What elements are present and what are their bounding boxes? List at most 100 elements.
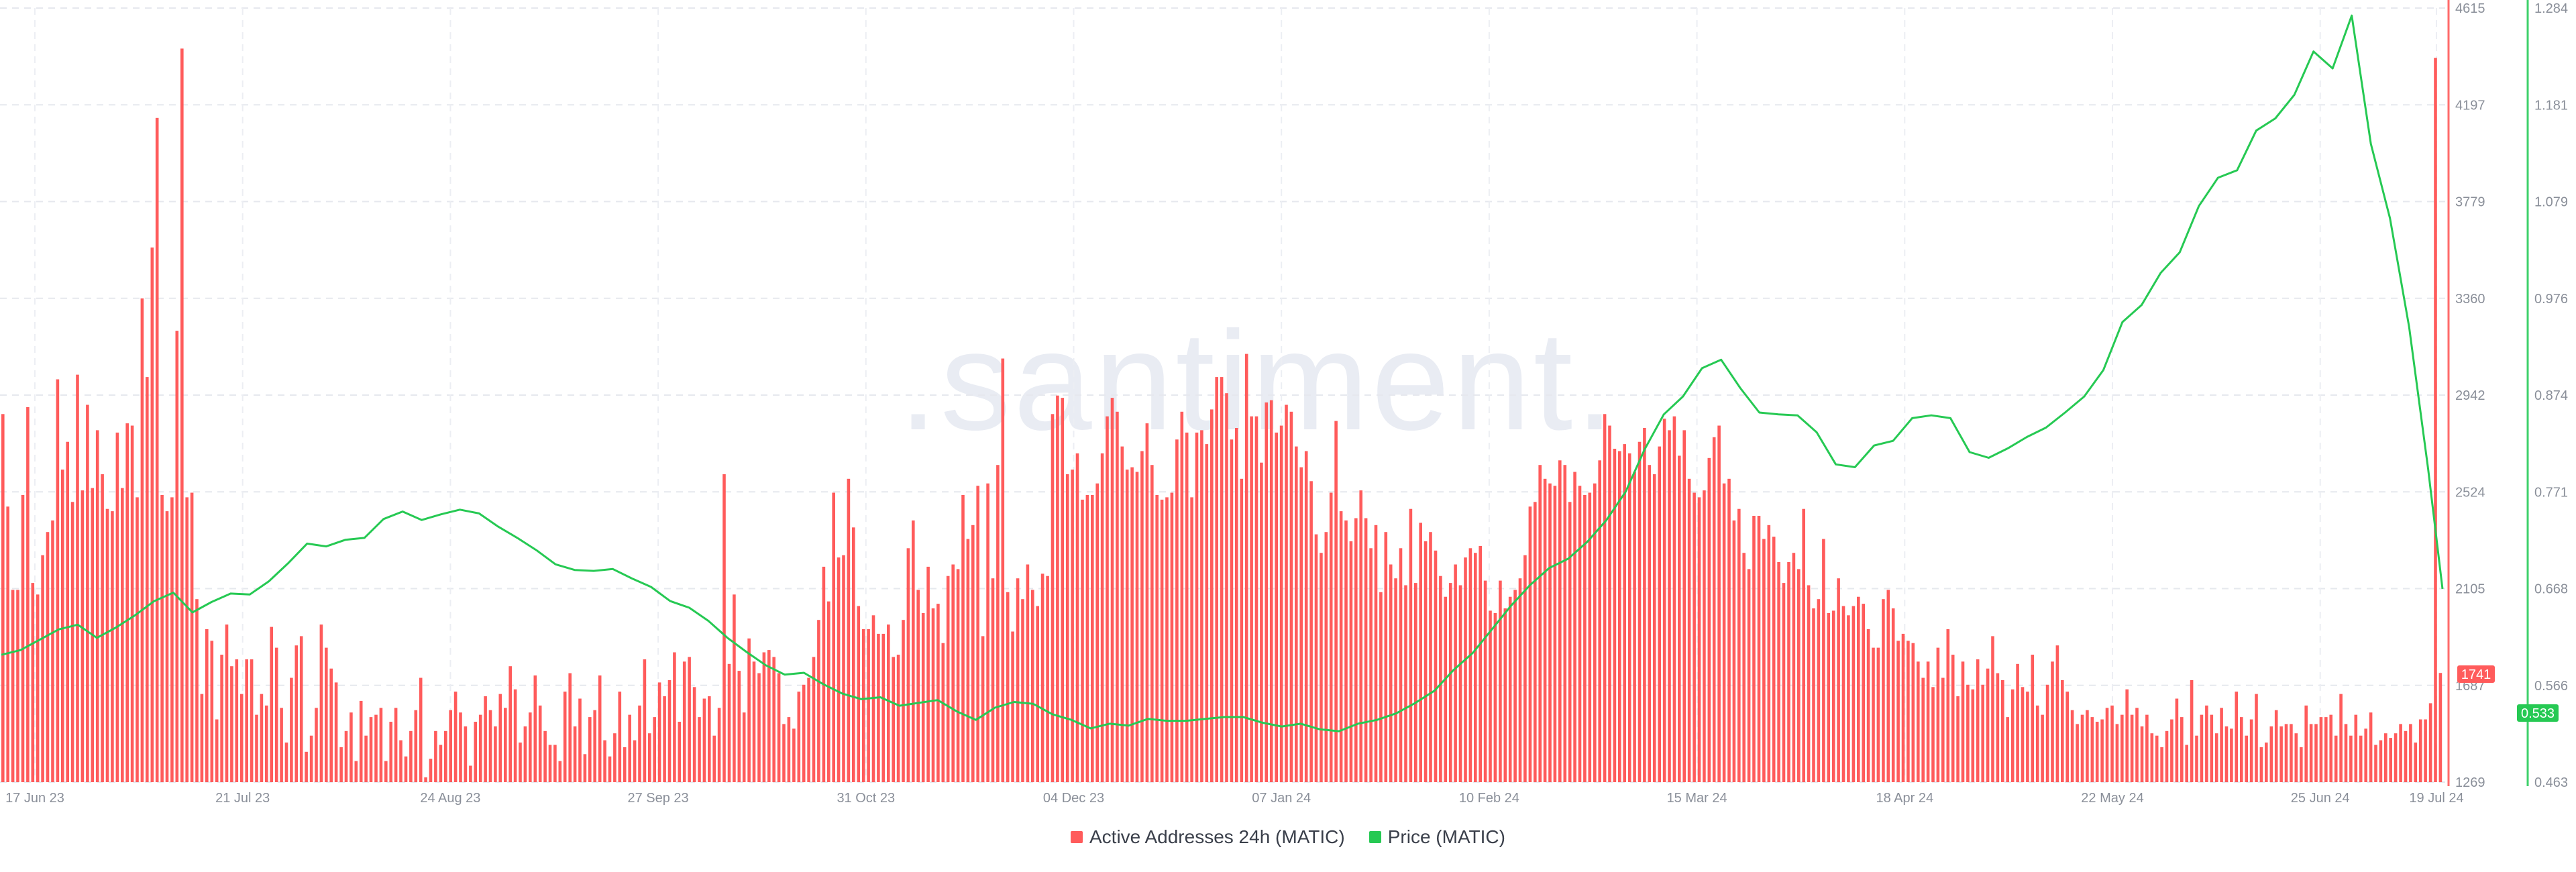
bar	[195, 599, 199, 782]
bar	[861, 629, 865, 782]
x-tick: 15 Mar 24	[1667, 791, 1727, 806]
bar	[1065, 474, 1069, 782]
bar	[235, 659, 239, 782]
bar	[215, 719, 219, 782]
bar	[160, 495, 164, 782]
bar	[543, 730, 547, 782]
bar	[2160, 747, 2163, 782]
bar	[1568, 502, 1572, 782]
bar	[1633, 472, 1636, 782]
bar	[2214, 733, 2218, 782]
bar	[51, 520, 54, 782]
x-tick: 25 Jun 24	[2291, 791, 2350, 806]
bar	[996, 465, 1000, 782]
axes: 4615 1.284 4197 1.181 3779 1.079 3360 0.976 2942…	[5, 0, 2568, 806]
legend-item-price[interactable]: Price (MATIC)	[1368, 826, 1505, 848]
bar	[807, 677, 810, 782]
bar	[673, 652, 676, 782]
bar	[1254, 416, 1258, 782]
bar	[41, 555, 44, 782]
bar	[2070, 710, 2074, 782]
bar	[981, 636, 985, 782]
bar	[1921, 677, 1925, 782]
bar	[1747, 569, 1751, 782]
bar	[2010, 689, 2015, 782]
bar	[1414, 583, 1417, 782]
bar	[1071, 470, 1074, 782]
bar	[2100, 719, 2104, 782]
y-left-tick: 3360	[2455, 292, 2485, 307]
bar	[130, 425, 134, 782]
bar	[2095, 722, 2099, 782]
addresses-badge	[2457, 665, 2495, 683]
bar	[1275, 432, 1278, 782]
legend: Active Addresses 24h (MATIC) Price (MATI…	[0, 826, 2576, 848]
bar	[488, 710, 492, 782]
bar	[1046, 576, 1049, 782]
bar	[1732, 520, 1736, 782]
bar	[1528, 506, 1532, 782]
bar	[374, 714, 378, 782]
bar	[354, 761, 358, 782]
bar	[1409, 508, 1413, 782]
bar	[2329, 714, 2332, 782]
bar	[16, 590, 19, 782]
bar	[936, 604, 940, 782]
bar	[2200, 714, 2204, 782]
bar	[2255, 694, 2258, 782]
bar	[1847, 615, 1850, 782]
y-left-tick: 1269	[2455, 775, 2485, 790]
bar	[1573, 472, 1576, 782]
bar	[1309, 481, 1313, 782]
bar	[1578, 486, 1582, 782]
bar	[280, 708, 283, 782]
y-left-tick: 2942	[2455, 388, 2485, 403]
x-tick: 04 Dec 23	[1043, 791, 1104, 806]
bar	[2369, 712, 2373, 782]
bar	[966, 539, 970, 782]
bar	[136, 497, 139, 782]
bar	[1135, 472, 1139, 782]
bar	[1757, 516, 1761, 782]
bar	[1021, 599, 1024, 782]
y-right-tick: 1.284	[2534, 1, 2568, 16]
bar	[1996, 673, 2000, 782]
bar	[618, 692, 622, 782]
bar	[170, 497, 174, 782]
bar	[2309, 724, 2313, 782]
bar	[1508, 596, 1512, 782]
bar	[1936, 647, 1940, 782]
bar	[419, 677, 423, 782]
bar	[2349, 735, 2353, 782]
bar	[180, 48, 184, 782]
bar	[588, 717, 592, 782]
bar	[1901, 633, 1905, 782]
bar	[105, 508, 109, 782]
bar	[1364, 518, 1368, 782]
y-left-tick: 2524	[2455, 485, 2485, 500]
bar	[1285, 404, 1288, 782]
legend-item-addresses[interactable]: Active Addresses 24h (MATIC)	[1071, 826, 1345, 848]
bar	[2224, 726, 2229, 782]
bar	[2105, 708, 2109, 782]
bar	[1379, 592, 1383, 782]
y-left-tick: 4197	[2455, 98, 2485, 113]
bar	[1543, 478, 1547, 782]
bar	[1454, 564, 1457, 782]
bar	[628, 714, 631, 782]
bar	[1831, 610, 1835, 782]
legend-swatch-price	[1368, 831, 1381, 843]
bar	[339, 747, 343, 782]
bar	[951, 564, 955, 782]
bar	[1672, 416, 1676, 782]
bar	[1075, 453, 1079, 782]
bar	[1787, 562, 1790, 782]
bar	[946, 576, 950, 782]
bar	[1727, 478, 1731, 782]
bar	[867, 629, 870, 782]
bar	[1116, 411, 1119, 782]
bar	[31, 583, 35, 782]
bar	[384, 761, 388, 782]
bar	[2374, 745, 2377, 782]
